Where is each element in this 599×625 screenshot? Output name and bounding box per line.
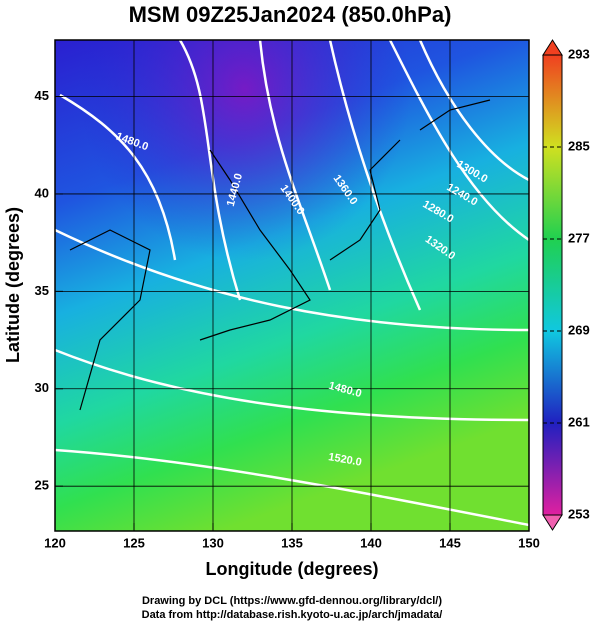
y-tick-label: 30	[35, 380, 49, 395]
x-tick-label: 120	[44, 535, 66, 550]
height-contours	[54, 39, 530, 527]
colorbar-tick-label: 261	[568, 414, 590, 429]
colorbar-tick-label: 269	[568, 322, 590, 337]
x-tick-label: 135	[281, 535, 303, 550]
x-tick-label: 150	[518, 535, 540, 550]
colorbar-tick-label: 285	[568, 138, 590, 153]
footer-line: Data from http://database.rish.kyoto-u.a…	[142, 609, 443, 621]
x-tick-label: 130	[202, 535, 224, 550]
colorbar-under	[542, 514, 563, 531]
y-tick-label: 25	[35, 478, 49, 493]
x-tick-label: 140	[360, 535, 382, 550]
colorbar-tick-label: 293	[568, 46, 590, 61]
y-axis-label: Latitude (degrees)	[3, 207, 23, 363]
colorbar-over	[542, 39, 563, 56]
colorbar-body	[542, 54, 563, 516]
x-tick-label: 145	[439, 535, 461, 550]
x-axis-label: Longitude (degrees)	[205, 559, 378, 579]
y-tick-label: 45	[35, 88, 49, 103]
footer-line: Drawing by DCL (https://www.gfd-dennou.o…	[142, 595, 442, 607]
y-tick-label: 35	[35, 283, 49, 298]
x-tick-label: 125	[123, 535, 145, 550]
y-tick-label: 40	[35, 185, 49, 200]
grid	[54, 40, 530, 531]
colorbar-tick-label: 277	[568, 230, 590, 245]
contour-label: 1520.0	[327, 451, 362, 469]
colorbar-tick-label: 253	[568, 506, 590, 521]
colorbar: 253 261 269 277 285 293	[542, 39, 590, 531]
title: MSM 09Z25Jan2024 (850.0hPa)	[129, 2, 452, 27]
